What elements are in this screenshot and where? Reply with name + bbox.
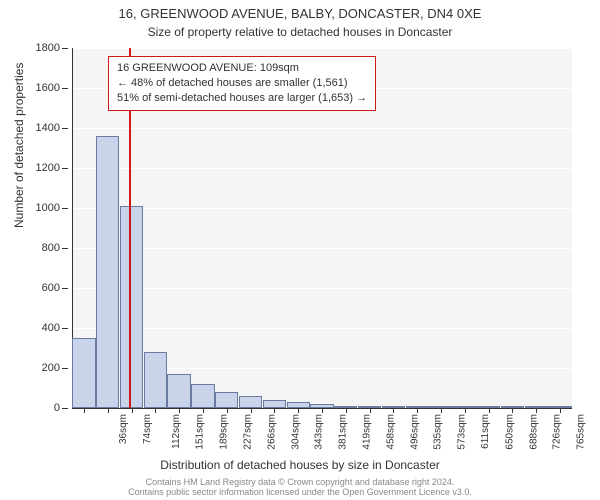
x-tick (560, 408, 561, 413)
gridline (72, 248, 572, 249)
y-tick (62, 248, 68, 249)
histogram-bar (167, 374, 190, 408)
x-tick (536, 408, 537, 413)
x-tick (155, 408, 156, 413)
x-tick (274, 408, 275, 413)
y-tick (62, 368, 68, 369)
gridline (72, 288, 572, 289)
histogram-bar (239, 396, 262, 408)
x-tick-label: 343sqm (314, 414, 325, 450)
y-tick (62, 88, 68, 89)
info-line-1: 16 GREENWOOD AVENUE: 109sqm (117, 61, 367, 76)
x-axis-title: Distribution of detached houses by size … (0, 458, 600, 472)
x-tick-label: 381sqm (338, 414, 349, 450)
x-tick (203, 408, 204, 413)
x-tick-label: 496sqm (409, 414, 420, 450)
x-tick-label: 151sqm (195, 414, 206, 450)
page-subtitle: Size of property relative to detached ho… (0, 23, 600, 39)
x-tick-label: 573sqm (457, 414, 468, 450)
x-tick-label: 227sqm (243, 414, 254, 450)
histogram-bar (215, 392, 238, 408)
chart-area: 02004006008001000120014001600180036sqm74… (72, 48, 572, 408)
x-tick (108, 408, 109, 413)
y-tick-label: 400 (42, 322, 60, 334)
y-tick (62, 208, 68, 209)
chart-container: 16, GREENWOOD AVENUE, BALBY, DONCASTER, … (0, 0, 600, 500)
y-axis-title: Number of detached properties (12, 63, 26, 228)
x-tick-label: 112sqm (170, 414, 181, 449)
y-tick (62, 328, 68, 329)
y-tick-label: 1200 (36, 162, 60, 174)
x-tick-label: 535sqm (433, 414, 444, 450)
footer-line-2: Contains public sector information licen… (0, 488, 600, 498)
x-tick-label: 419sqm (362, 414, 373, 450)
page-title: 16, GREENWOOD AVENUE, BALBY, DONCASTER, … (0, 0, 600, 23)
x-tick (512, 408, 513, 413)
x-tick (84, 408, 85, 413)
y-tick (62, 408, 68, 409)
x-tick-label: 611sqm (480, 414, 491, 449)
info-line-3: 51% of semi-detached houses are larger (… (117, 91, 367, 106)
y-tick-label: 1400 (36, 122, 60, 134)
x-tick-label: 688sqm (528, 414, 539, 450)
x-tick (370, 408, 371, 413)
y-tick-label: 1000 (36, 202, 60, 214)
y-tick-label: 200 (42, 362, 60, 374)
histogram-bar (144, 352, 167, 408)
y-tick-label: 600 (42, 282, 60, 294)
histogram-bar (120, 206, 143, 408)
x-tick (227, 408, 228, 413)
histogram-bar (263, 400, 286, 408)
y-tick (62, 48, 68, 49)
footer: Contains HM Land Registry data © Crown c… (0, 478, 600, 498)
gridline (72, 208, 572, 209)
y-tick-label: 0 (54, 402, 60, 414)
y-tick (62, 288, 68, 289)
x-tick (417, 408, 418, 413)
x-tick (346, 408, 347, 413)
x-tick-label: 458sqm (385, 414, 396, 450)
x-tick-label: 189sqm (219, 414, 230, 450)
x-tick-label: 36sqm (118, 414, 129, 444)
x-tick-label: 74sqm (142, 414, 153, 444)
histogram-bar (72, 338, 95, 408)
y-tick-label: 1600 (36, 82, 60, 94)
y-tick-label: 1800 (36, 42, 60, 54)
x-tick-label: 726sqm (552, 414, 563, 450)
x-tick (179, 408, 180, 413)
x-tick (132, 408, 133, 413)
x-tick-label: 266sqm (266, 414, 277, 450)
x-tick-label: 650sqm (504, 414, 515, 450)
gridline (72, 168, 572, 169)
x-tick (465, 408, 466, 413)
gridline (72, 328, 572, 329)
x-tick (393, 408, 394, 413)
x-tick (298, 408, 299, 413)
info-line-2: ← 48% of detached houses are smaller (1,… (117, 76, 367, 91)
histogram-bar (96, 136, 119, 408)
info-box: 16 GREENWOOD AVENUE: 109sqm ← 48% of det… (108, 56, 376, 111)
x-tick (489, 408, 490, 413)
gridline (72, 128, 572, 129)
x-tick (322, 408, 323, 413)
x-tick-label: 765sqm (576, 414, 587, 450)
y-tick (62, 168, 68, 169)
x-tick (251, 408, 252, 413)
y-tick-label: 800 (42, 242, 60, 254)
histogram-bar (191, 384, 214, 408)
gridline (72, 48, 572, 49)
x-tick (441, 408, 442, 413)
y-tick (62, 128, 68, 129)
x-tick-label: 304sqm (290, 414, 301, 450)
